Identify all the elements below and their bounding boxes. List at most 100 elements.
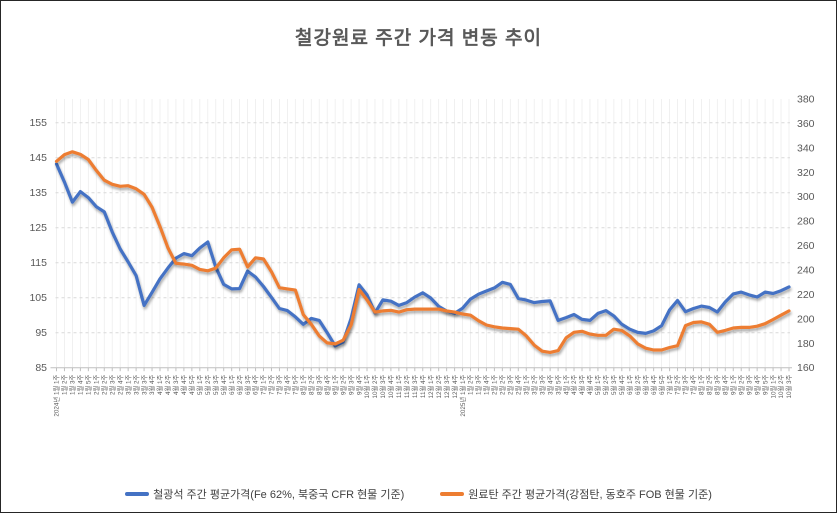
svg-text:1월 3주: 1월 3주	[474, 374, 483, 395]
svg-text:7월 1주: 7월 1주	[665, 374, 674, 395]
svg-text:9월 3주: 9월 3주	[346, 374, 355, 395]
svg-text:2월 1주: 2월 1주	[92, 374, 101, 395]
svg-text:360: 360	[797, 118, 815, 130]
svg-text:2월 4주: 2월 4주	[115, 374, 124, 395]
svg-text:3월 2주: 3월 2주	[529, 374, 538, 395]
svg-text:10월 2주: 10월 2주	[776, 374, 785, 398]
svg-text:8월 2주: 8월 2주	[306, 374, 315, 395]
svg-text:9월 5주: 9월 5주	[760, 374, 769, 395]
svg-text:155: 155	[29, 117, 47, 129]
legend-label-coking-coal: 원료탄 주간 평균가격(강점탄, 동호주 FOB 현물 기준)	[468, 489, 712, 501]
svg-text:145: 145	[29, 152, 47, 164]
svg-text:4월 5주: 4월 5주	[187, 374, 196, 395]
svg-text:9월 1주: 9월 1주	[330, 374, 339, 395]
svg-text:7월 2주: 7월 2주	[267, 374, 276, 395]
chart-legend: 철광석 주간 평균가격(Fe 62%, 북중국 CFR 현물 기준) 원료탄 주…	[1, 486, 836, 502]
svg-text:9월 2주: 9월 2주	[736, 374, 745, 395]
svg-text:4월 3주: 4월 3주	[577, 374, 586, 395]
svg-text:12월 1주: 12월 1주	[426, 374, 435, 398]
svg-text:6월 1주: 6월 1주	[227, 374, 236, 395]
right-axis-labels: 380 360 340 320 300 280 260 240 220 200 180 160	[797, 94, 815, 375]
svg-text:3월 3주: 3월 3주	[537, 374, 546, 395]
svg-text:5월 1주: 5월 1주	[593, 374, 602, 395]
svg-text:6월 4주: 6월 4주	[251, 374, 260, 395]
svg-text:8월 1주: 8월 1주	[299, 374, 308, 395]
svg-text:1월 4주: 1월 4주	[76, 374, 85, 395]
svg-text:2월 4주: 2월 4주	[513, 374, 522, 395]
svg-text:11월 2주: 11월 2주	[402, 374, 411, 398]
svg-text:180: 180	[797, 338, 815, 350]
horizontal-gridlines	[55, 122, 790, 334]
svg-text:7월 1주: 7월 1주	[259, 374, 268, 395]
svg-text:11월 3주: 11월 3주	[410, 374, 419, 398]
svg-text:9월 1주: 9월 1주	[728, 374, 737, 395]
svg-text:8월 3주: 8월 3주	[314, 374, 323, 395]
svg-text:3월 1주: 3월 1주	[521, 374, 530, 395]
svg-text:2월 3주: 2월 3주	[506, 374, 515, 395]
svg-text:4월 4주: 4월 4주	[179, 374, 188, 395]
svg-text:5월 4주: 5월 4주	[617, 374, 626, 395]
svg-text:4월 1주: 4월 1주	[561, 374, 570, 395]
svg-text:340: 340	[797, 142, 815, 154]
svg-text:10월 1주: 10월 1주	[768, 374, 777, 398]
svg-text:7월 5주: 7월 5주	[291, 374, 300, 395]
svg-text:1월 2주: 1월 2주	[60, 374, 69, 395]
svg-text:125: 125	[29, 222, 47, 234]
svg-text:5월 4주: 5월 4주	[219, 374, 228, 395]
svg-text:95: 95	[35, 327, 47, 339]
svg-text:1월 2주: 1월 2주	[466, 374, 475, 395]
coking-coal-line-swatch	[440, 492, 465, 496]
svg-text:10월 3주: 10월 3주	[378, 374, 387, 398]
svg-text:280: 280	[797, 216, 815, 228]
svg-text:240: 240	[797, 264, 815, 276]
svg-text:7월 4주: 7월 4주	[689, 374, 698, 395]
svg-text:9월 4주: 9월 4주	[752, 374, 761, 395]
svg-text:12월 4주: 12월 4주	[450, 374, 459, 398]
iron-ore-line-swatch	[125, 492, 150, 496]
svg-text:135: 135	[29, 187, 47, 199]
svg-text:4월 3주: 4월 3주	[171, 374, 180, 395]
svg-text:3월 3주: 3월 3주	[139, 374, 148, 395]
legend-item-coking-coal: 원료탄 주간 평균가격(강점탄, 동호주 FOB 현물 기준)	[440, 486, 712, 502]
svg-text:6월 3주: 6월 3주	[243, 374, 252, 395]
x-axis	[50, 367, 792, 372]
svg-text:5월 1주: 5월 1주	[195, 374, 204, 395]
svg-text:4월 4주: 4월 4주	[585, 374, 594, 395]
svg-text:11월 4주: 11월 4주	[418, 374, 427, 398]
svg-text:5월 3주: 5월 3주	[211, 374, 220, 395]
svg-text:380: 380	[797, 94, 815, 106]
svg-text:220: 220	[797, 289, 815, 301]
svg-text:2월 2주: 2월 2주	[99, 374, 108, 395]
svg-text:3월 4주: 3월 4주	[147, 374, 156, 395]
svg-text:300: 300	[797, 191, 815, 203]
svg-text:8월 4주: 8월 4주	[322, 374, 331, 395]
svg-text:2024년 1월 1주: 2024년 1월 1주	[52, 374, 61, 416]
svg-text:8월 2주: 8월 2주	[705, 374, 714, 395]
svg-text:7월 3주: 7월 3주	[275, 374, 284, 395]
svg-text:1월 4주: 1월 4주	[482, 374, 491, 395]
svg-text:2월 2주: 2월 2주	[498, 374, 507, 395]
svg-text:9월 3주: 9월 3주	[744, 374, 753, 395]
svg-text:6월 4주: 6월 4주	[649, 374, 658, 395]
svg-text:4월 1주: 4월 1주	[155, 374, 164, 395]
coking-coal-price-line	[54, 150, 791, 354]
svg-text:85: 85	[35, 362, 47, 374]
svg-text:5월 2주: 5월 2주	[601, 374, 610, 395]
svg-text:6월 5주: 6월 5주	[657, 374, 666, 395]
svg-text:4월 2주: 4월 2주	[163, 374, 172, 395]
legend-label-iron-ore: 철광석 주간 평균가격(Fe 62%, 북중국 CFR 현물 기준)	[153, 489, 405, 501]
legend-item-iron-ore: 철광석 주간 평균가격(Fe 62%, 북중국 CFR 현물 기준)	[125, 486, 404, 502]
svg-text:115: 115	[30, 257, 47, 269]
svg-text:11월 1주: 11월 1주	[394, 374, 403, 398]
svg-text:9월 2주: 9월 2주	[338, 374, 347, 395]
svg-text:7월 4주: 7월 4주	[283, 374, 292, 395]
svg-text:160: 160	[797, 362, 815, 374]
svg-text:6월 3주: 6월 3주	[641, 374, 650, 395]
svg-text:9월 4주: 9월 4주	[354, 374, 363, 395]
svg-text:10월 4주: 10월 4주	[386, 374, 395, 398]
vertical-gridlines	[56, 99, 790, 368]
svg-text:200: 200	[797, 313, 815, 325]
svg-text:105: 105	[29, 292, 47, 304]
svg-text:7월 2주: 7월 2주	[673, 374, 682, 395]
svg-text:6월 2주: 6월 2주	[235, 374, 244, 395]
